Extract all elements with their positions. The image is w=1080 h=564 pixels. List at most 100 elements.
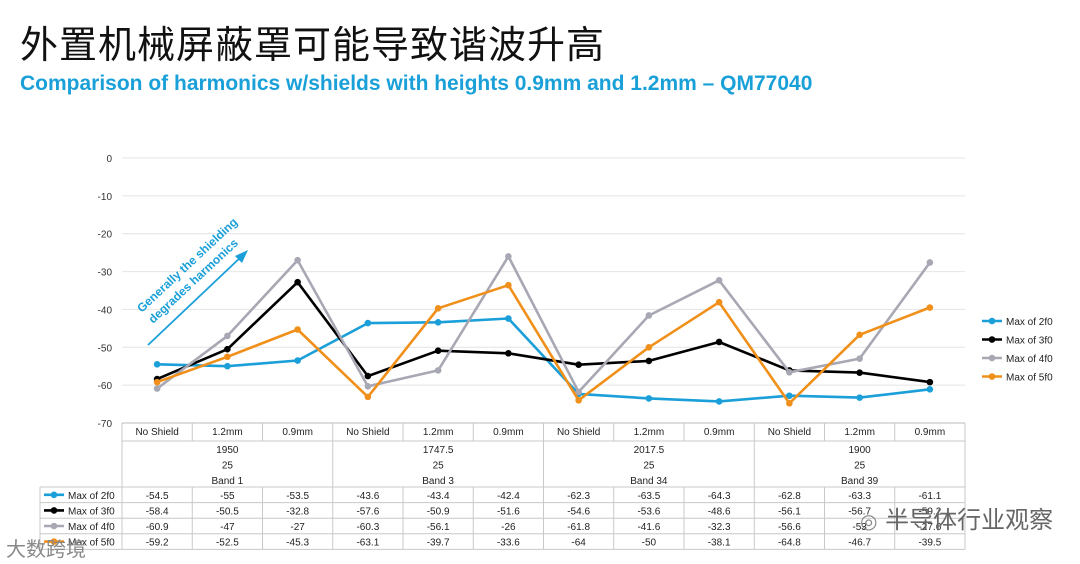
- series-line: [156, 283, 931, 405]
- table-cell-value: -48.6: [708, 506, 731, 517]
- table-cell-value: -41.6: [637, 522, 660, 533]
- x-category-label: 0.9mm: [493, 427, 524, 438]
- data-point: [505, 253, 512, 260]
- table-cell-value: -64: [571, 538, 586, 549]
- wechat-icon: ◎: [860, 509, 878, 533]
- x-category-label: 1.2mm: [844, 427, 875, 438]
- data-point: [224, 345, 231, 353]
- table-cell-value: -43.4: [427, 491, 450, 502]
- watermark-left: 大数跨境: [6, 533, 86, 562]
- y-tick-label: -30: [98, 268, 113, 279]
- legend-marker: [988, 354, 996, 362]
- y-tick-label: 0: [106, 154, 112, 165]
- table-cell-value: -55: [220, 491, 235, 502]
- data-point: [786, 400, 793, 407]
- page-subtitle: Comparison of harmonics w/shields with h…: [20, 72, 813, 95]
- table-cell-value: -61.1: [918, 491, 941, 502]
- watermark-right-text: 半导体行业观察: [885, 506, 1054, 534]
- x-group-label: 2017.5: [634, 445, 665, 456]
- table-cell-value: -45.3: [286, 538, 309, 549]
- y-tick-label: -10: [98, 192, 113, 203]
- table-cell-value: -62.3: [567, 491, 590, 502]
- data-point: [364, 382, 372, 390]
- table-cell-value: -33.6: [497, 538, 520, 549]
- table-cell-value: -64.8: [778, 538, 801, 549]
- table-row-label: Max of 5f0: [68, 538, 115, 549]
- table-cell-value: -52.5: [216, 538, 239, 549]
- table-cell-value: -53.6: [637, 506, 660, 517]
- data-point: [224, 353, 231, 361]
- x-category-label: 0.9mm: [704, 427, 735, 438]
- legend-marker: [988, 336, 996, 343]
- series-line: [157, 317, 931, 403]
- data-point: [926, 386, 934, 393]
- data-point: [786, 368, 793, 376]
- table-cell-value: -50: [642, 538, 657, 549]
- data-point: [856, 331, 863, 339]
- x-group-label: Band 39: [841, 476, 879, 487]
- data-point: [294, 256, 301, 264]
- x-category-label: No Shield: [135, 427, 178, 438]
- table-cell-value: -39.5: [918, 538, 941, 549]
- table-cell-value: -58.4: [146, 506, 169, 517]
- data-point: [715, 338, 723, 346]
- table-cell-value: -26: [501, 522, 516, 533]
- x-category-label: 0.9mm: [915, 427, 946, 438]
- data-point: [153, 378, 161, 386]
- data-point: [856, 394, 863, 401]
- watermark-left-text: 大数跨境: [6, 537, 86, 561]
- data-point: [575, 361, 582, 369]
- table-cell-value: -59.2: [918, 506, 941, 517]
- x-group-label: Band 34: [630, 476, 668, 487]
- data-point: [364, 372, 372, 380]
- x-category-label: 0.9mm: [282, 427, 313, 438]
- table-cell-value: -59.2: [146, 538, 169, 549]
- data-point: [645, 312, 653, 319]
- table-cell-value: -63.1: [356, 538, 379, 549]
- data-point: [505, 281, 512, 289]
- x-group-label: 1950: [216, 445, 239, 456]
- table-row-label: Max of 2f0: [68, 491, 115, 502]
- data-point: [715, 276, 723, 284]
- table-cell-value: -63.5: [637, 491, 660, 502]
- data-point: [926, 259, 934, 266]
- table-cell-value: -42.4: [497, 491, 520, 502]
- table-cell-value: -62.8: [778, 491, 801, 502]
- y-tick-label: -70: [98, 419, 113, 430]
- data-point: [645, 395, 653, 402]
- watermark-right: ◎ 半导体行业观察: [860, 500, 1053, 535]
- data-point: [505, 315, 512, 322]
- table-row-marker: [50, 522, 58, 530]
- data-point: [434, 347, 442, 354]
- data-point: [926, 304, 934, 311]
- data-point: [926, 378, 934, 386]
- legend-marker: [988, 317, 996, 325]
- x-category-label: No Shield: [557, 427, 600, 438]
- data-point: [434, 367, 442, 374]
- data-point: [224, 332, 231, 340]
- table-cell-value: -56.1: [778, 506, 801, 517]
- y-tick-label: -20: [98, 230, 113, 241]
- table-cell-value: -60.9: [146, 522, 169, 533]
- y-tick-label: -50: [98, 343, 113, 354]
- data-point: [434, 319, 442, 326]
- table-cell-value: -56.6: [778, 522, 801, 533]
- x-category-label: 1.2mm: [634, 427, 665, 438]
- data-point: [153, 361, 161, 368]
- table-row-marker: [50, 507, 58, 514]
- data-point: [364, 319, 372, 327]
- data-point: [715, 398, 723, 405]
- x-group-label: Band 1: [212, 476, 244, 487]
- x-category-label: 1.2mm: [423, 427, 454, 438]
- data-point: [294, 326, 301, 333]
- x-category-label: 1.2mm: [212, 427, 243, 438]
- x-group-label: 1747.5: [423, 445, 454, 456]
- table-cell-value: -54.5: [146, 491, 169, 502]
- table-cell-value: -53: [852, 522, 867, 533]
- legend-marker: [988, 373, 996, 380]
- table-cell-value: -54.6: [567, 506, 590, 517]
- table-cell-value: -47: [220, 522, 235, 533]
- annotation-arrow: [147, 255, 243, 346]
- data-point: [715, 298, 723, 306]
- data-point: [645, 357, 653, 365]
